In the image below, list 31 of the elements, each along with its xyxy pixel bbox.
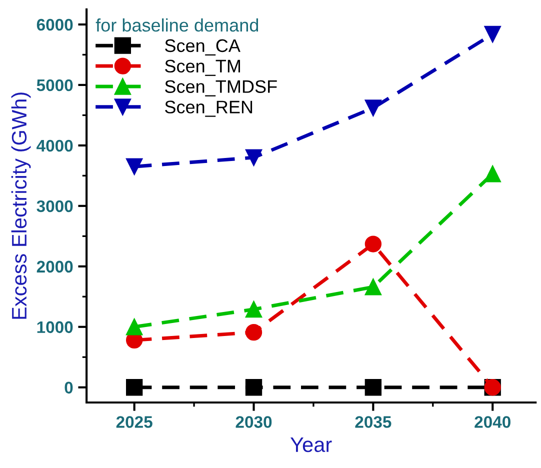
y-tick-label: 5000 [36, 79, 73, 92]
point [126, 158, 143, 175]
point [245, 379, 262, 396]
point [484, 166, 501, 182]
point [364, 100, 382, 116]
legend-label: Scen_REN [165, 100, 252, 117]
y-tick-label: 2000 [36, 260, 73, 273]
legend-label: Scen_CA [165, 39, 240, 56]
point [245, 324, 262, 341]
y-tick-label: 4000 [36, 140, 73, 152]
y-tick-label: 6000 [36, 18, 73, 31]
legend-label: Scen_TMDSF [165, 80, 277, 96]
point [364, 379, 382, 396]
x-tick-label: 2040 [474, 416, 510, 428]
legend-label: Scen_TM [165, 60, 240, 76]
x-tick-label: 2035 [355, 416, 392, 428]
point [126, 318, 143, 336]
y-tick-label: 3000 [36, 200, 73, 212]
point [484, 26, 501, 42]
y-tick-label: 1000 [37, 321, 73, 334]
x-axis-title: Year [290, 438, 332, 452]
point [245, 149, 262, 166]
point [245, 301, 262, 318]
x-tick-label: 2025 [116, 416, 152, 428]
y-tick-label: 0 [64, 382, 73, 394]
point [364, 278, 382, 296]
point [364, 236, 382, 252]
point [126, 379, 143, 396]
legend-title: for baseline demand [96, 18, 258, 32]
x-tick-label: 2030 [236, 416, 272, 428]
y-axis-title: Excess Electricity (GWh) [11, 92, 31, 319]
